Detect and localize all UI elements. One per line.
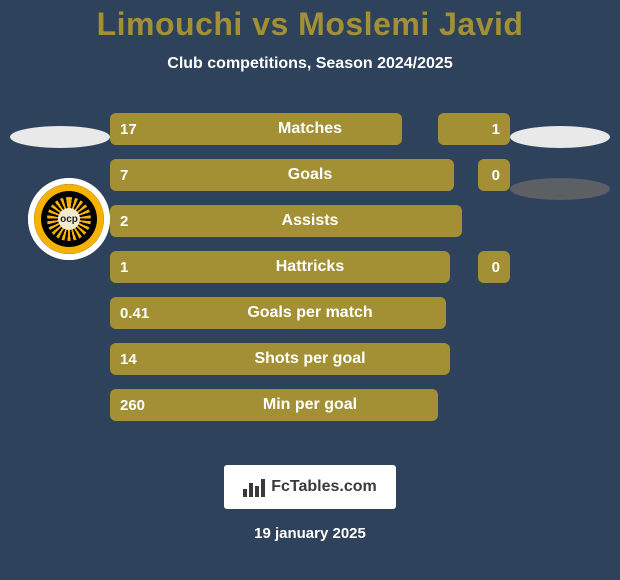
- fctables-icon: [243, 477, 265, 497]
- stat-bar-right: [478, 251, 510, 283]
- club-logo-ring: ocp: [34, 184, 104, 254]
- stat-bar-right: [478, 159, 510, 191]
- stat-bar-left: [110, 159, 454, 191]
- sepahan-logo: ocp: [28, 178, 110, 260]
- player-left-name: Limouchi: [97, 6, 243, 42]
- club-logo-sun: ocp: [47, 197, 91, 241]
- stat-row: 171Matches: [110, 113, 510, 145]
- stat-row: 10Hattricks: [110, 251, 510, 283]
- stat-bar-left: [110, 297, 446, 329]
- stat-bar-left: [110, 113, 402, 145]
- stats-stage: 171Matches 70Goals 2Assists 10Hattricks 0.41…: [0, 113, 620, 443]
- stat-row: 70Goals: [110, 159, 510, 191]
- stat-bar-left: [110, 205, 462, 237]
- vs-label: vs: [252, 6, 289, 42]
- stat-row: 0.41Goals per match: [110, 297, 510, 329]
- stat-row: 2Assists: [110, 205, 510, 237]
- player-right-name: Moslemi Javid: [298, 6, 523, 42]
- fctables-logo: FcTables.com: [224, 465, 396, 509]
- stat-row: 260Min per goal: [110, 389, 510, 421]
- fctables-text: FcTables.com: [271, 478, 377, 496]
- club-logo-center: ocp: [58, 208, 80, 230]
- stat-bar-right: [438, 113, 510, 145]
- footer-date: 19 january 2025: [0, 525, 620, 542]
- stat-bar-left: [110, 251, 450, 283]
- stat-row: 14Shots per goal: [110, 343, 510, 375]
- stats-bars: 171Matches 70Goals 2Assists 10Hattricks 0.41…: [110, 113, 510, 421]
- stat-bar-left: [110, 389, 438, 421]
- subtitle: Club competitions, Season 2024/2025: [0, 55, 620, 73]
- page-title: Limouchi vs Moslemi Javid: [0, 0, 620, 43]
- stat-bar-left: [110, 343, 450, 375]
